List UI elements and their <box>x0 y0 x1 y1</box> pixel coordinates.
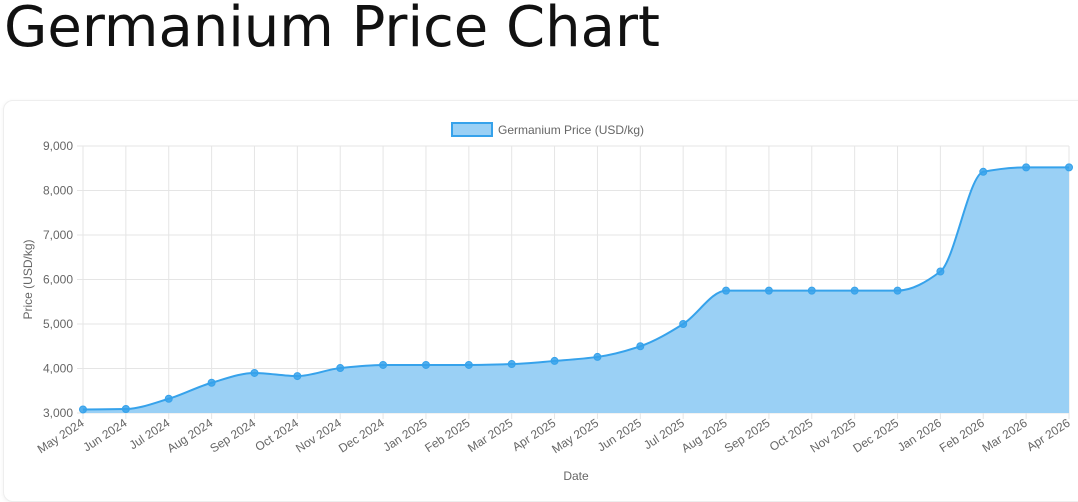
page-title: Germanium Price Chart <box>4 0 660 60</box>
data-point[interactable] <box>593 352 602 361</box>
y-tick-label: 6,000 <box>43 273 73 287</box>
data-point[interactable] <box>421 360 430 369</box>
x-tick-label: Oct 2024 <box>253 416 302 454</box>
data-point[interactable] <box>550 356 559 365</box>
y-tick-label: 8,000 <box>43 184 73 198</box>
data-point[interactable] <box>764 286 773 295</box>
y-tick-label: 3,000 <box>43 406 73 420</box>
data-point[interactable] <box>250 368 259 377</box>
y-tick-label: 7,000 <box>43 228 73 242</box>
area-fill <box>83 167 1069 413</box>
data-point[interactable] <box>850 286 859 295</box>
data-point[interactable] <box>164 394 173 403</box>
x-tick-label: Sep 2024 <box>207 416 258 456</box>
data-point[interactable] <box>979 167 988 176</box>
x-axis-title: Date <box>563 469 589 483</box>
data-point[interactable] <box>936 267 945 276</box>
x-tick-label: Aug 2024 <box>165 416 216 456</box>
data-point[interactable] <box>336 364 345 373</box>
price-chart: 3,000 4,000 5,000 6,000 7,000 8,000 9,000 May … <box>21 122 1073 483</box>
area-layer <box>82 166 1069 413</box>
x-tick-label: Jan 2025 <box>381 416 430 455</box>
x-tick-label: Nov 2025 <box>808 416 859 456</box>
x-tick-label: Jun 2025 <box>595 416 644 455</box>
x-tick-label: May 2024 <box>35 416 87 457</box>
data-point[interactable] <box>636 342 645 351</box>
y-tick-label: 5,000 <box>43 317 73 331</box>
legend[interactable]: Germanium Price (USD/kg) <box>451 122 644 137</box>
data-point[interactable] <box>379 360 388 369</box>
data-point[interactable] <box>893 286 902 295</box>
data-point[interactable] <box>1022 163 1031 172</box>
data-point[interactable] <box>79 405 87 414</box>
x-tick-label: Mar 2025 <box>465 416 515 456</box>
x-tick-label: Feb 2025 <box>422 416 472 456</box>
data-point[interactable] <box>1065 163 1073 172</box>
x-tick-label: Aug 2025 <box>679 416 730 456</box>
x-tick-label: Mar 2026 <box>980 416 1030 456</box>
x-tick-label: Oct 2025 <box>767 416 816 454</box>
x-tick-label: Jan 2026 <box>895 416 944 455</box>
x-tick-label: Apr 2026 <box>1024 416 1073 454</box>
legend-swatch[interactable] <box>451 122 493 137</box>
chart-card: 3,000 4,000 5,000 6,000 7,000 8,000 9,000 May … <box>3 100 1078 502</box>
data-point[interactable] <box>679 320 688 328</box>
y-axis-ticks: 3,000 4,000 5,000 6,000 7,000 8,000 9,000 <box>43 139 73 420</box>
data-point[interactable] <box>464 360 473 369</box>
y-tick-label: 4,000 <box>43 362 73 376</box>
y-tick-label: 9,000 <box>43 139 73 153</box>
x-tick-label: May 2025 <box>549 416 601 457</box>
y-axis-title: Price (USD/kg) <box>21 239 35 319</box>
data-points <box>79 163 1073 414</box>
x-tick-label: Feb 2026 <box>937 416 987 456</box>
x-tick-label: Dec 2024 <box>336 416 387 456</box>
data-point[interactable] <box>207 378 216 387</box>
x-tick-label: Dec 2025 <box>850 416 901 456</box>
data-point[interactable] <box>722 286 731 295</box>
x-tick-label: Sep 2025 <box>722 416 773 456</box>
x-tick-label: Jun 2024 <box>80 416 129 455</box>
x-tick-label: Nov 2024 <box>293 416 344 456</box>
data-point[interactable] <box>121 404 130 413</box>
data-point[interactable] <box>807 286 816 295</box>
data-point[interactable] <box>507 360 516 369</box>
legend-label[interactable]: Germanium Price (USD/kg) <box>498 123 644 137</box>
data-point[interactable] <box>293 372 302 381</box>
